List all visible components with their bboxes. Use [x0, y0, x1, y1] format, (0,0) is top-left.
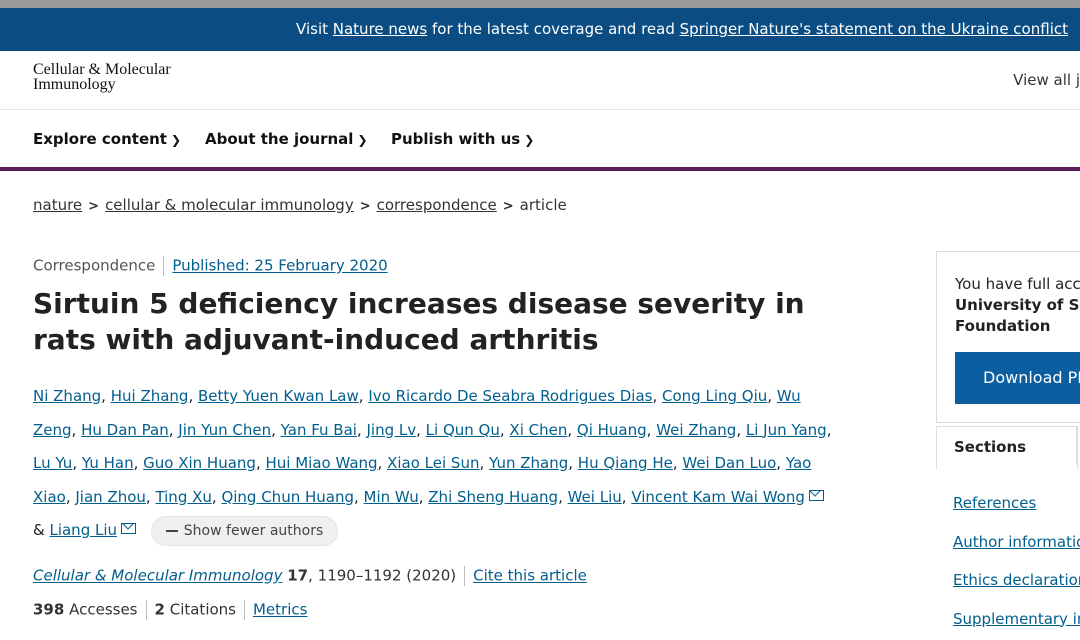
- author-link[interactable]: Xiao Lei Sun: [387, 454, 480, 472]
- author-link[interactable]: Ni Zhang: [33, 387, 102, 405]
- article-title: Sirtuin 5 deficiency increases disease s…: [33, 287, 805, 356]
- banner-text: Visit Nature news for the latest coverag…: [296, 20, 1068, 38]
- author-link[interactable]: Ting Xu: [155, 487, 212, 506]
- breadcrumb: nature > cellular & molecular immunology > c…: [33, 196, 567, 214]
- site-header: Cellular & Molecular Immunology View all…: [0, 51, 1080, 110]
- author-link[interactable]: Wei Liu: [567, 487, 622, 506]
- author-link[interactable]: Lu Yu: [33, 454, 73, 472]
- chevron-right-icon: >: [88, 199, 100, 214]
- author-link[interactable]: Li Qun Qu: [425, 420, 500, 439]
- author-link[interactable]: Hui Zhang: [110, 387, 189, 405]
- nav-publish-with-us[interactable]: Publish with us ❯: [391, 130, 535, 148]
- nav-about-journal[interactable]: About the journal ❯: [205, 130, 368, 148]
- author-link[interactable]: Li Jun Yang: [745, 420, 827, 439]
- main-nav: Explore content ❯ About the journal ❯ Publ…: [0, 110, 1080, 171]
- author-link[interactable]: Yan Fu Bai: [280, 420, 357, 439]
- journal-logo[interactable]: Cellular & Molecular Immunology: [33, 61, 171, 93]
- access-message: You have full acce University of Sci Fou…: [955, 275, 1080, 335]
- pages: , 1190–1192 (2020): [308, 566, 457, 585]
- author-link[interactable]: Jian Zhou: [75, 487, 146, 506]
- ukraine-statement-link[interactable]: Springer Nature's statement on the Ukrai…: [679, 20, 1068, 38]
- article-meta: Correspondence Published: 25 February 202…: [33, 256, 388, 276]
- breadcrumb-correspondence[interactable]: correspondence: [376, 196, 497, 214]
- journal-link[interactable]: Cellular & Molecular Immunology: [33, 566, 283, 585]
- author-link[interactable]: Vincent Kam Wai Wong: [631, 487, 805, 506]
- author-link[interactable]: Ivo Ricardo De Seabra Rodrigues Dias: [368, 387, 653, 405]
- author-link[interactable]: Xi Chen: [509, 420, 568, 439]
- author-link[interactable]: Liang Liu: [49, 521, 118, 539]
- author-link[interactable]: Hu Dan Pan: [81, 420, 169, 439]
- author-link[interactable]: Betty Yuen Kwan Law: [198, 387, 359, 405]
- author-link[interactable]: Guo Xin Huang: [143, 454, 256, 472]
- author-link[interactable]: Zhi Sheng Huang: [428, 487, 559, 506]
- author-link[interactable]: Jin Yun Chen: [178, 420, 272, 439]
- volume: 17: [287, 566, 309, 585]
- chevron-right-icon: >: [359, 199, 371, 214]
- author-link[interactable]: Qing Chun Huang: [221, 487, 354, 506]
- breadcrumb-current: article: [519, 196, 567, 214]
- citation-line: Cellular & Molecular Immunology 17, 1190…: [33, 566, 587, 586]
- author-link[interactable]: Yu Han: [81, 454, 134, 472]
- chevron-right-icon: >: [502, 199, 514, 214]
- chevron-down-icon: ❯: [357, 133, 368, 147]
- view-all-journals-link[interactable]: View all j: [1013, 71, 1080, 89]
- author-link[interactable]: Yao Xiao: [33, 454, 812, 506]
- tab-sections[interactable]: Sections: [936, 426, 1078, 469]
- breadcrumb-nature[interactable]: nature: [33, 196, 83, 214]
- access-box: You have full acce University of Sci Fou…: [936, 251, 1080, 423]
- chevron-down-icon: ❯: [170, 133, 182, 147]
- announcement-banner: Visit Nature news for the latest coverag…: [0, 8, 1080, 51]
- author-link[interactable]: Yun Zhang: [489, 454, 569, 472]
- section-link-ethics[interactable]: Ethics declaration: [953, 571, 1080, 589]
- author-list: Ni Zhang, Hui Zhang, Betty Yuen Kwan Law…: [33, 380, 833, 548]
- article-type: Correspondence: [33, 256, 156, 275]
- author-link[interactable]: Qi Huang: [576, 420, 647, 439]
- minus-icon: [165, 529, 178, 532]
- show-fewer-authors-button[interactable]: Show fewer authors: [150, 515, 339, 546]
- cite-this-article-link[interactable]: Cite this article: [473, 566, 587, 585]
- author-link[interactable]: Wu Zeng: [33, 387, 801, 439]
- section-link-author-information[interactable]: Author informatio: [953, 532, 1080, 551]
- metrics-link[interactable]: Metrics: [252, 600, 308, 619]
- author-link[interactable]: Hu Qiang He: [577, 454, 673, 472]
- author-link[interactable]: Wei Zhang: [656, 420, 737, 439]
- section-link-supplementary[interactable]: Supplementary in: [953, 609, 1080, 628]
- breadcrumb-journal[interactable]: cellular & molecular immunology: [105, 196, 354, 214]
- published-date-link[interactable]: Published: 25 February 2020: [172, 256, 388, 275]
- author-link[interactable]: Min Wu: [363, 487, 419, 506]
- author-link[interactable]: Cong Ling Qiu: [662, 387, 768, 405]
- download-pdf-button[interactable]: Download PDF: [955, 352, 1080, 404]
- author-link[interactable]: Wei Dan Luo: [682, 454, 777, 472]
- article-metrics: 398 Accesses 2 Citations Metrics: [33, 600, 308, 620]
- nature-news-link[interactable]: Nature news: [332, 20, 428, 38]
- author-link[interactable]: Jing Lv: [366, 420, 417, 439]
- email-icon[interactable]: [808, 489, 824, 501]
- section-link-references[interactable]: References: [953, 494, 1037, 512]
- top-strip: [0, 0, 1080, 8]
- email-icon[interactable]: [121, 523, 137, 534]
- author-link[interactable]: Hui Miao Wang: [265, 454, 378, 472]
- chevron-down-icon: ❯: [524, 133, 535, 147]
- section-links: References Author informatio Ethics decl…: [953, 484, 1080, 638]
- nav-explore-content[interactable]: Explore content ❯: [33, 130, 182, 148]
